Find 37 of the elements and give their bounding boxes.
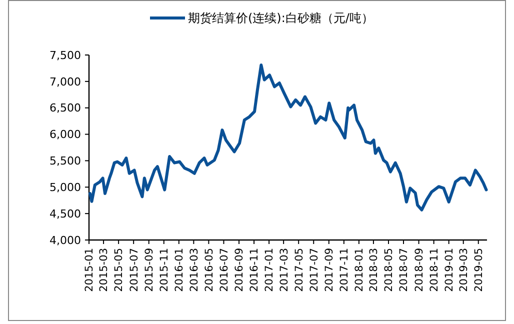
x-tick-label: 2017-11 (338, 248, 351, 292)
legend-label: 期货结算价(连续):白砂糖（元/吨） (188, 11, 374, 26)
x-tick-label: 2018-05 (383, 248, 396, 292)
y-tick-label: 4,500 (50, 207, 81, 220)
x-tick-label: 2016-01 (174, 248, 186, 292)
x-tick-label: 2015-01 (84, 248, 96, 292)
y-tick-label: 7,000 (50, 75, 81, 88)
x-tick-label: 2017-07 (308, 248, 320, 292)
x-tick-label: 2019-05 (473, 248, 486, 292)
x-tick-label: 2019-03 (458, 248, 470, 292)
x-tick-label: 2017-09 (324, 248, 336, 292)
x-tick-label: 2018-03 (368, 248, 380, 292)
x-tick-label: 2017-03 (278, 248, 290, 292)
x-tick-label: 2018-09 (413, 248, 426, 292)
x-tick-label: 2018-11 (428, 248, 440, 292)
y-tick-label: 5,500 (50, 154, 81, 168)
x-tick-label: 2015-03 (98, 248, 110, 292)
x-tick-label: 2018-07 (398, 248, 410, 292)
y-tick-label: 5,000 (50, 180, 81, 194)
x-tick-label: 2016-03 (188, 248, 200, 292)
line-series (88, 64, 488, 212)
y-tick-label: 6,500 (50, 102, 81, 115)
x-tick-label: 2015-07 (128, 248, 140, 292)
x-tick-label: 2016-11 (248, 248, 261, 292)
x-tick-label: 2016-05 (203, 248, 216, 292)
y-tick-label: 7,500 (50, 48, 81, 62)
x-tick-label: 2016-09 (234, 248, 246, 292)
x-tick-label: 2017-05 (293, 248, 306, 292)
x-tick-label: 2016-07 (218, 248, 230, 292)
x-tick-label: 2017-01 (264, 248, 276, 292)
x-tick-label: 2019-01 (444, 248, 456, 292)
x-tick-label: 2015-11 (158, 248, 171, 292)
y-tick-label: 4,000 (50, 234, 81, 247)
y-tick-label: 6,000 (50, 128, 81, 142)
x-tick-label: 2015-09 (144, 248, 156, 292)
x-tick-label: 2018-01 (354, 248, 366, 292)
x-tick-label: 2015-05 (113, 248, 126, 292)
